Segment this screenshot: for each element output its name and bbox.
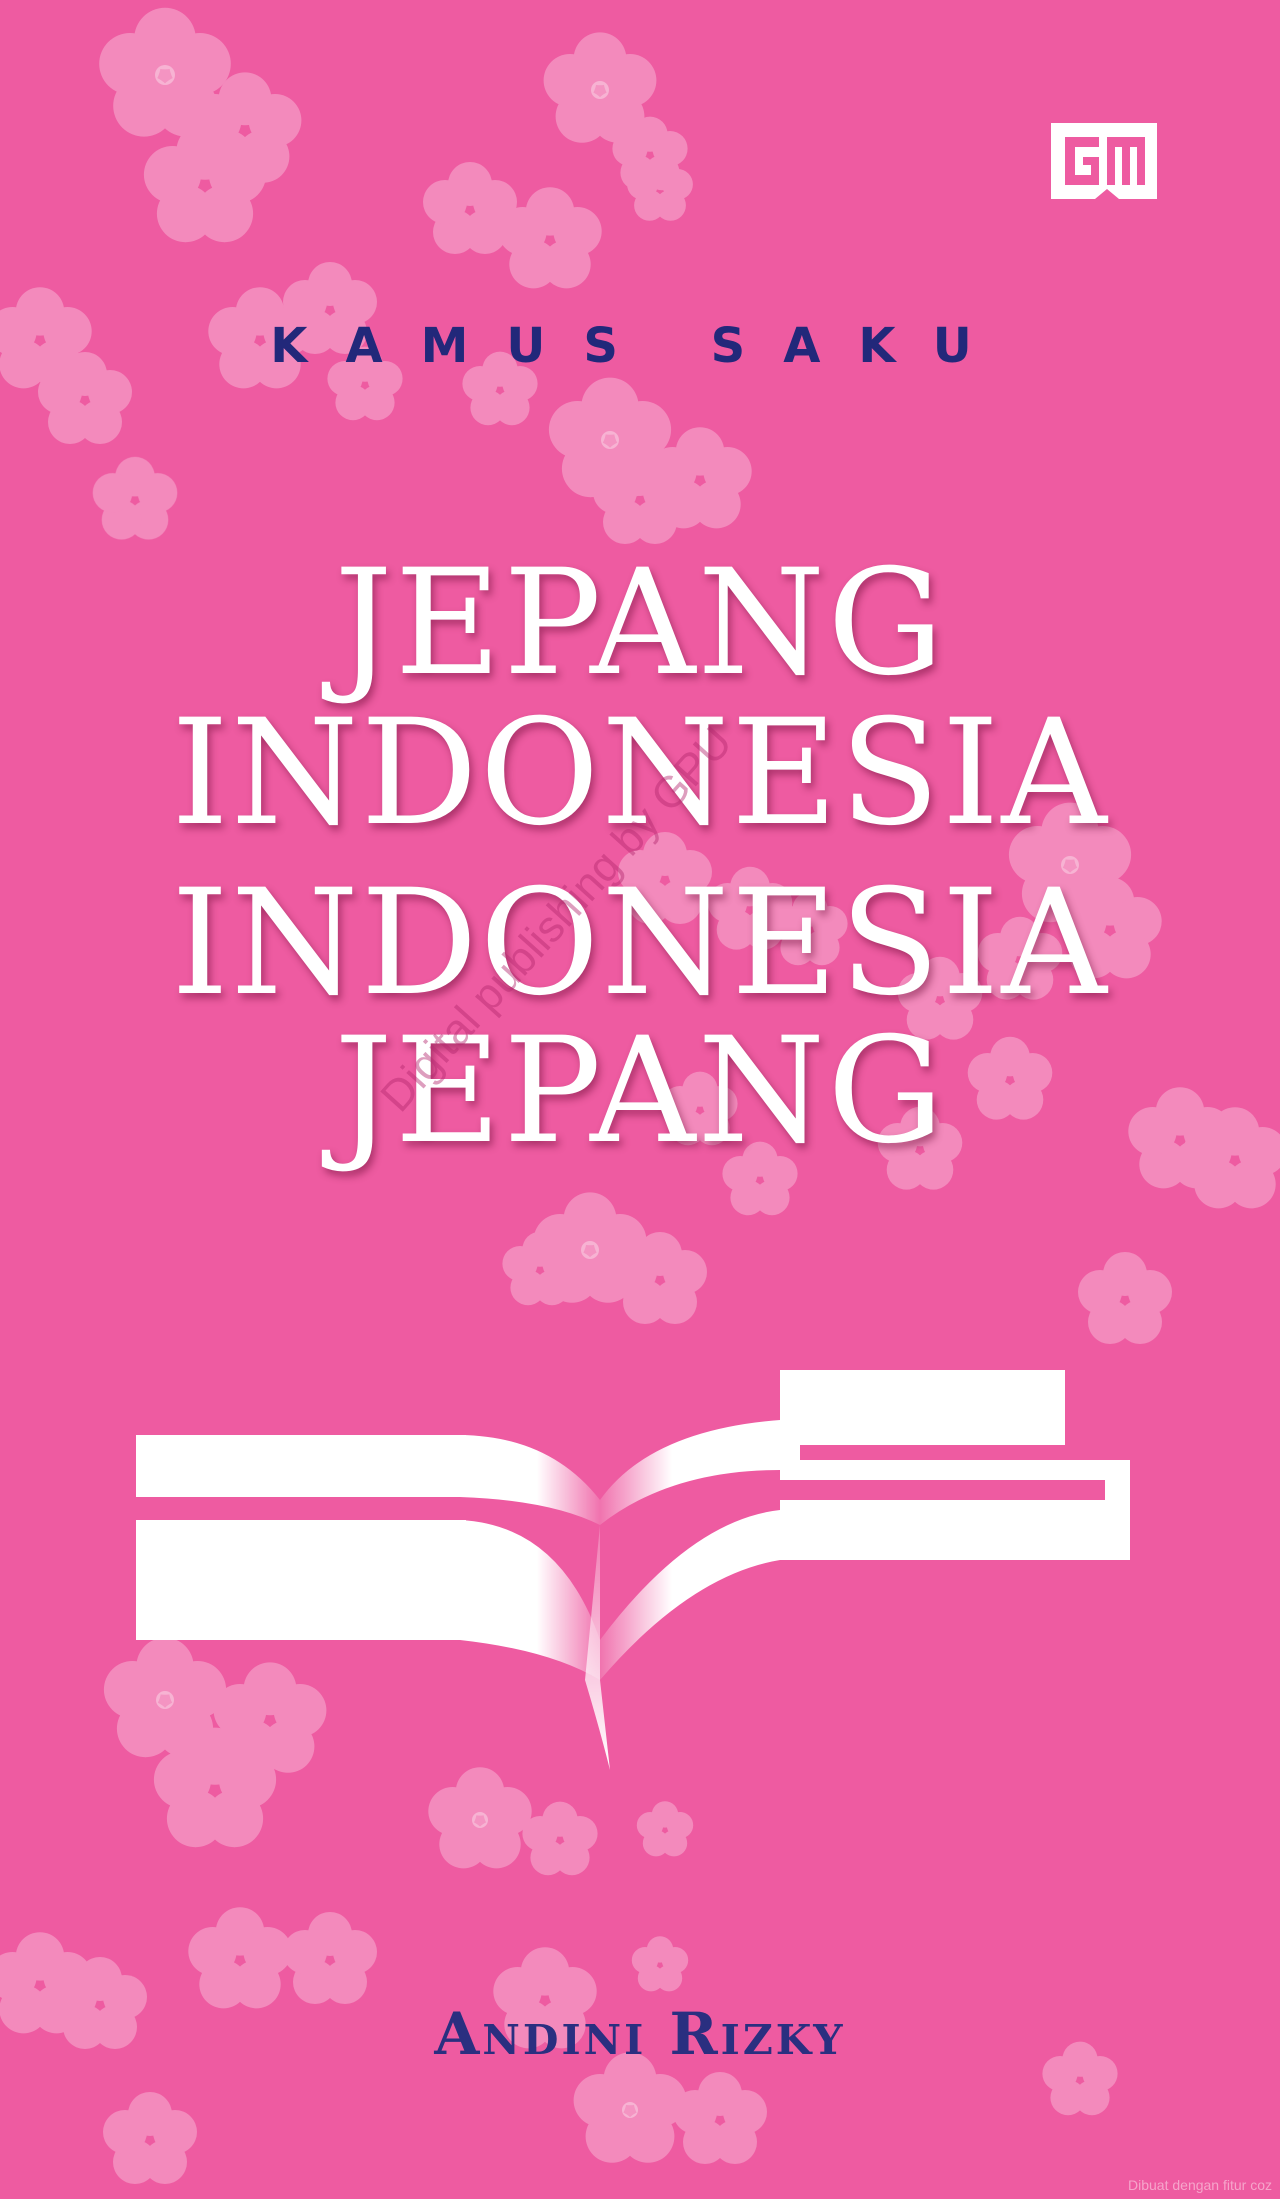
series-label: KAMUS SAKU bbox=[270, 318, 1010, 374]
title-line-4: JEPANG bbox=[334, 1006, 946, 1176]
author-name: Andini Rizky bbox=[434, 2000, 846, 2068]
title-line-3: INDONESIA bbox=[171, 858, 1109, 1028]
gm-publisher-logo-icon bbox=[1051, 123, 1157, 199]
footer-stamp: Dibuat dengan fitur coz bbox=[1128, 2177, 1272, 2193]
title-line-1: JEPANG bbox=[334, 538, 946, 708]
title-line-2: INDONESIA bbox=[171, 688, 1109, 858]
open-book-icon bbox=[136, 1370, 1130, 1770]
